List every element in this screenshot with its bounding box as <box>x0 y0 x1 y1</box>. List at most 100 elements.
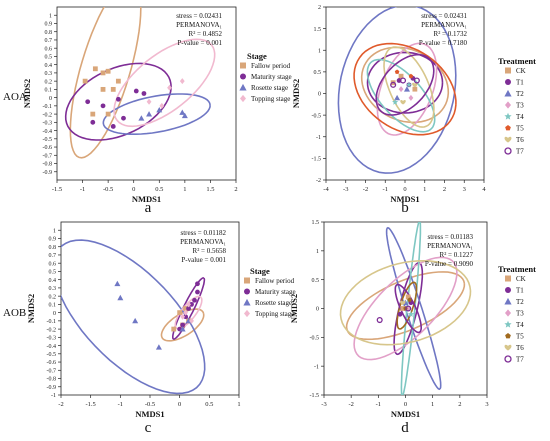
data-point <box>100 86 106 92</box>
plot-area <box>339 222 472 395</box>
legend-marker <box>240 94 246 103</box>
data-point <box>177 310 183 316</box>
x-tick-label: 3 <box>463 186 466 193</box>
legend-marker <box>504 136 512 143</box>
y-tick-label: -0.8 <box>43 162 53 168</box>
y-axis-label: NMDS2 <box>22 79 32 108</box>
y-tick-label: -0.3 <box>47 336 57 342</box>
legend-title: Treatment <box>498 264 536 274</box>
legend-label: T7 <box>516 148 524 156</box>
legend-marker <box>505 275 511 282</box>
y-tick-label: -1.5 <box>312 157 322 163</box>
legend-marker <box>240 73 246 80</box>
ellipse-t2 <box>385 226 442 391</box>
data-point <box>105 111 111 117</box>
legend-marker <box>505 101 511 109</box>
y-tick-label: 1.5 <box>312 220 320 226</box>
y-tick-label: -0.1 <box>47 319 57 325</box>
data-point <box>114 280 121 287</box>
data-point <box>408 73 414 79</box>
data-point <box>146 111 153 117</box>
legend-label: T6 <box>516 344 524 352</box>
y-tick-label: 0.4 <box>49 278 57 284</box>
legend-label: CK <box>516 275 526 283</box>
data-point <box>181 112 188 119</box>
y-tick-label: -0.5 <box>43 137 53 143</box>
y-tick-label: -0.6 <box>43 145 53 151</box>
x-tick-label: -1.5 <box>52 186 62 193</box>
y-tick-label: 0 <box>318 92 321 98</box>
x-tick-label: 4 <box>482 186 486 193</box>
legend-title: Stage <box>250 266 270 276</box>
y-tick-label: -1.5 <box>310 393 320 399</box>
y-tick-label: -0.5 <box>47 352 57 358</box>
x-tick-label: 1 <box>423 186 426 193</box>
data-point <box>392 98 399 105</box>
data-point <box>156 106 163 113</box>
data-point <box>117 294 124 301</box>
data-point <box>407 311 414 317</box>
data-point <box>403 86 410 92</box>
legend-marker <box>505 333 511 339</box>
legend-marker <box>244 309 250 318</box>
x-tick-label: -3 <box>343 186 348 193</box>
x-tick-label: -1.5 <box>86 401 96 408</box>
stats-line: P-value = 0.001 <box>181 256 226 264</box>
legend-marker <box>505 287 511 293</box>
data-point <box>90 119 96 125</box>
x-tick-label: -1 <box>118 401 123 408</box>
y-tick-label: 0 <box>53 311 56 317</box>
plot-area <box>337 7 457 174</box>
legend-label: Fallow period <box>255 277 295 285</box>
y-tick-label: 0.6 <box>49 261 57 267</box>
panel-letter: a <box>145 200 152 216</box>
data-point <box>192 297 197 303</box>
x-tick-label: -2 <box>58 401 63 408</box>
legend-label: Maturity stage <box>255 288 296 296</box>
y-tick-label: -0.5 <box>312 113 322 119</box>
y-tick-label: -0.3 <box>43 121 53 127</box>
data-point <box>186 306 191 311</box>
data-point <box>412 82 418 88</box>
y-tick-label: 0.9 <box>49 237 57 243</box>
stats-line: PERMANOVA₁ <box>421 21 467 29</box>
legend-marker <box>504 89 512 97</box>
data-point <box>397 311 403 317</box>
panel-letter: b <box>401 200 409 216</box>
y-tick-label: -0.9 <box>47 385 57 391</box>
ellipse-t6 <box>339 259 472 346</box>
y-tick-label: 0.5 <box>314 70 322 76</box>
ellipse-topping-stage <box>113 38 216 128</box>
panel-d: -3 -2 -1 0 1 2 3 -1.5 -1 -0.5 0 0.5 1 1.5 NMDS1 NMDS2 st… <box>289 220 536 436</box>
data-point <box>179 109 186 115</box>
x-tick-label: 0.5 <box>205 401 213 408</box>
data-point <box>405 81 412 88</box>
ellipse-t7 <box>375 53 435 116</box>
data-point <box>179 326 186 332</box>
ellipse-t1 <box>366 51 444 114</box>
data-point <box>400 99 406 105</box>
y-tick-label: -0.2 <box>47 327 57 333</box>
ellipse-t1 <box>393 261 424 356</box>
data-point <box>90 111 96 117</box>
legend-marker <box>244 277 250 284</box>
data-point <box>399 77 407 84</box>
y-tick-label: 1 <box>53 228 56 234</box>
y-tick-label: 0.7 <box>49 253 57 259</box>
panel-letter: c <box>145 420 152 436</box>
y-tick-label: 0 <box>316 307 319 313</box>
data-point <box>412 86 418 92</box>
y-tick-label: -0.5 <box>310 336 320 342</box>
x-tick-label: -1 <box>80 186 85 193</box>
data-point <box>390 81 397 88</box>
data-point <box>405 305 412 312</box>
data-point <box>189 301 194 307</box>
ellipse-t5 <box>353 42 457 136</box>
data-point <box>159 102 165 109</box>
stats-line: P-value = 0.7180 <box>419 39 468 47</box>
y-tick-label: 1 <box>316 249 319 255</box>
data-point <box>407 297 412 302</box>
